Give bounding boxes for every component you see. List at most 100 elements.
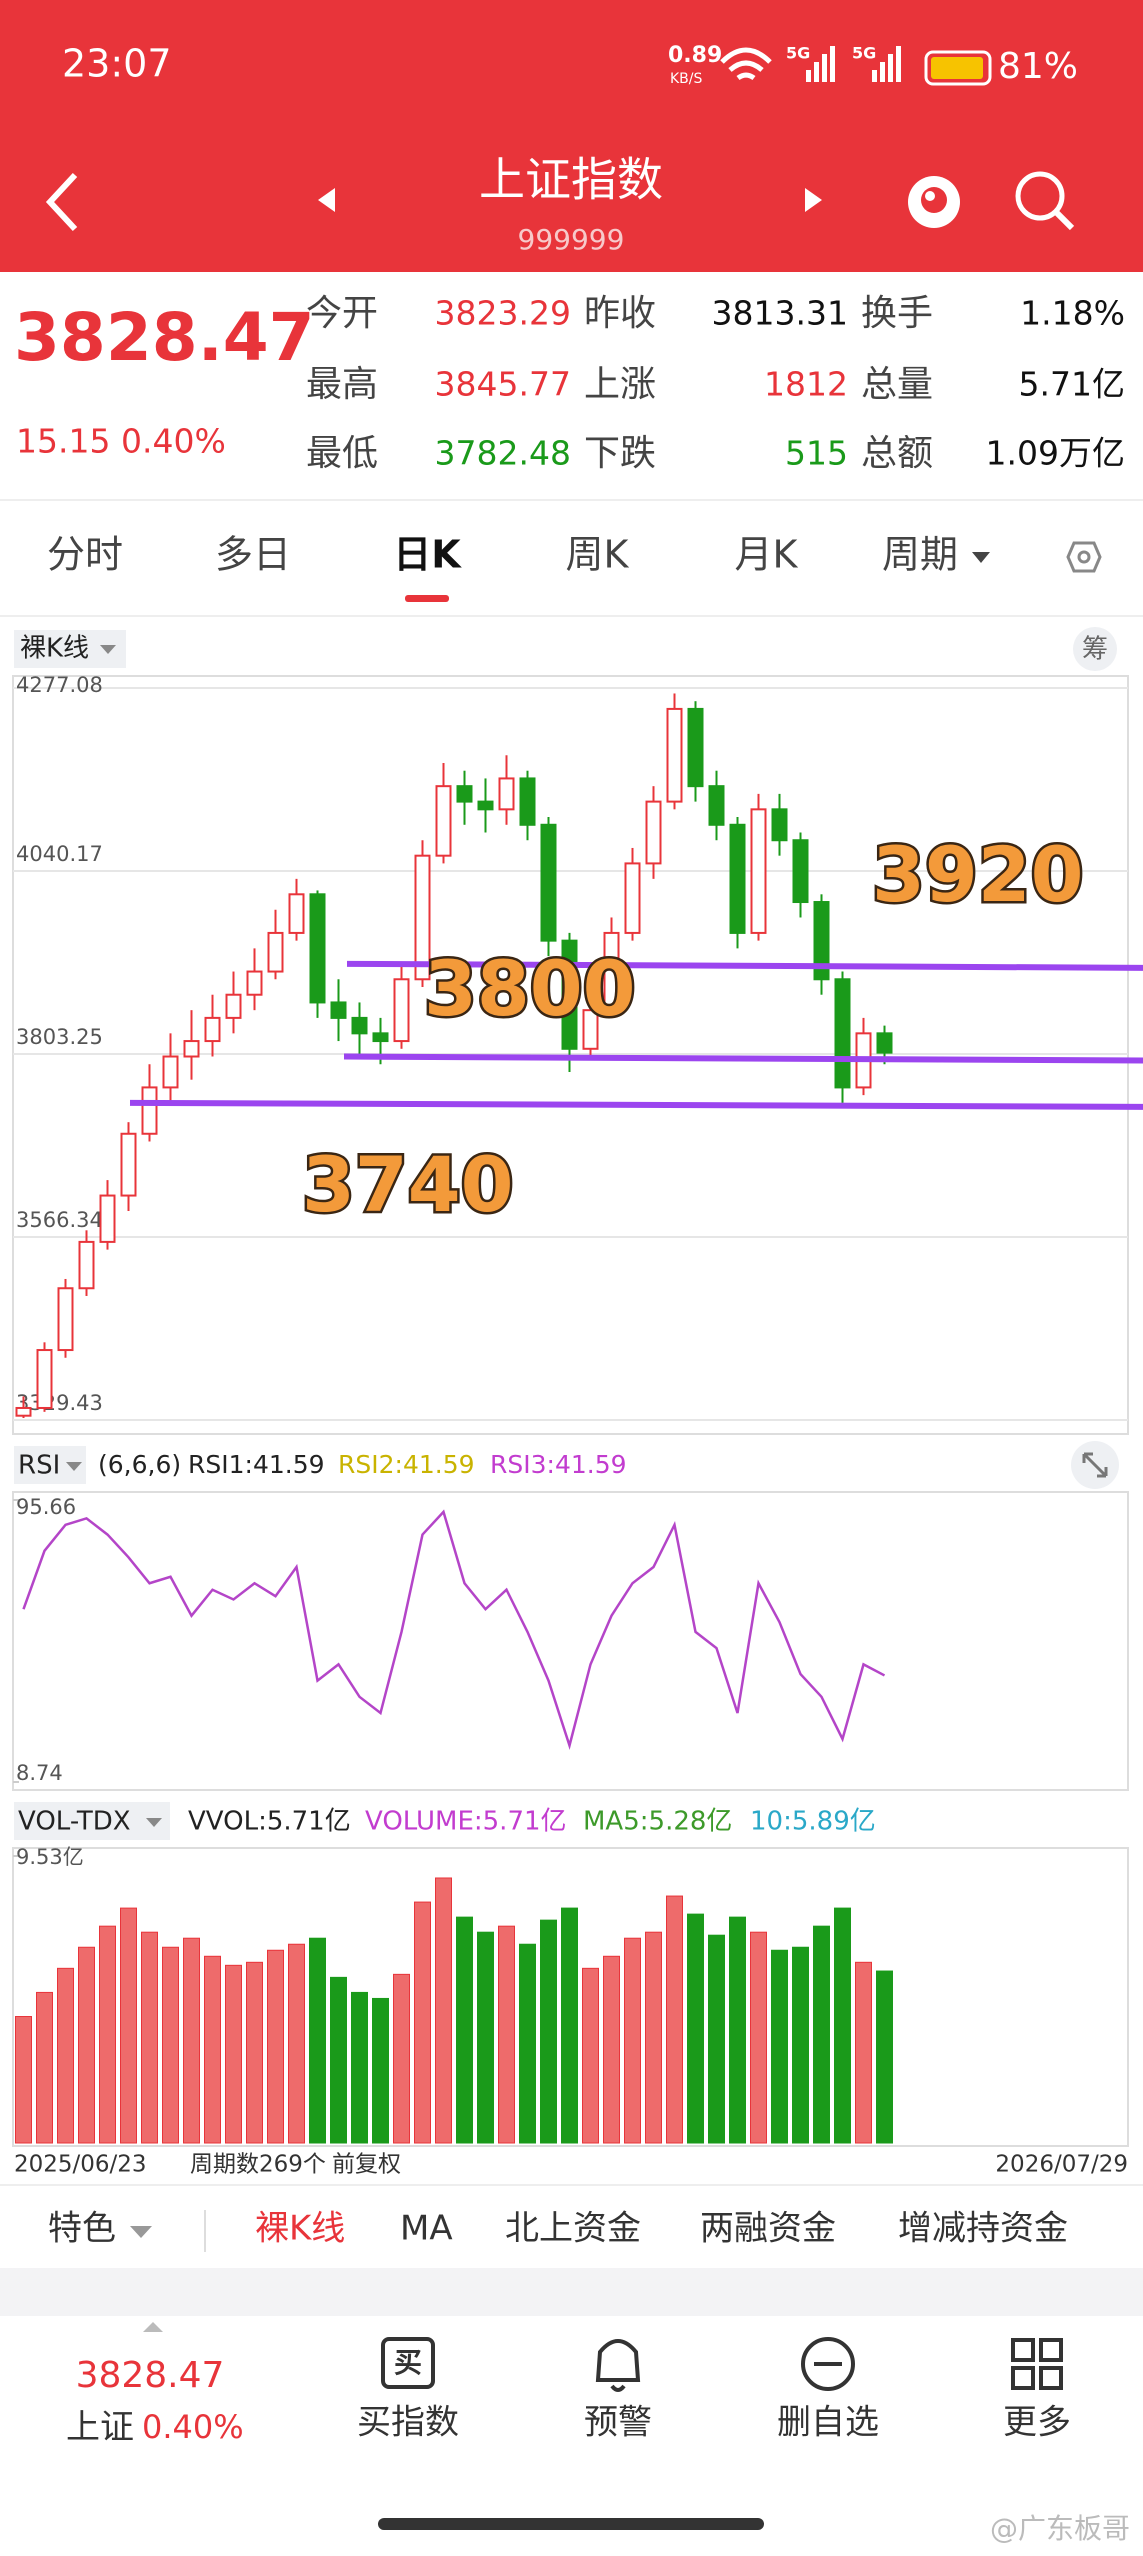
period-tab[interactable]: 月K	[735, 533, 799, 577]
volume-bar	[855, 1961, 872, 2144]
legend-entry: MA5:5.28亿	[583, 1807, 732, 1837]
action-label[interactable]: 删自选	[777, 2403, 879, 2443]
volume-bar	[477, 1931, 494, 2144]
kline-selector[interactable]: 裸K线	[20, 634, 89, 664]
candle-body	[792, 839, 809, 904]
candle-body	[57, 1287, 74, 1352]
indicator-tab[interactable]: 特色	[48, 2209, 116, 2249]
indicator-tab[interactable]: 裸K线	[255, 2209, 345, 2249]
level-annotation: 3800	[424, 944, 636, 1033]
volume-bar	[225, 1964, 242, 2144]
dropdown-arrow	[66, 1462, 82, 1471]
x-end: 2026/07/29	[995, 2152, 1128, 2178]
candle-body	[876, 1032, 893, 1054]
prev-button[interactable]	[318, 188, 335, 212]
alert-icon[interactable]	[595, 2339, 641, 2392]
field-value: 1.18%	[1020, 294, 1125, 333]
expand-button[interactable]	[1071, 1441, 1119, 1489]
more-icon[interactable]	[1011, 2338, 1063, 2390]
candle-body	[603, 931, 620, 1012]
period-tab[interactable]: 多日	[215, 533, 291, 577]
signal2	[872, 46, 901, 82]
field-label: 换手	[861, 293, 933, 334]
legend-entry: RSI3:41.59	[490, 1450, 627, 1479]
candle-body	[36, 1349, 53, 1409]
selector-box[interactable]	[14, 1802, 170, 1840]
chip-button[interactable]: 筹	[1082, 635, 1108, 665]
period-tab[interactable]: 周K	[566, 533, 630, 577]
volume-bar	[330, 1976, 347, 2144]
quote-change: 15.15 0.40%	[16, 422, 226, 461]
remove-icon[interactable]	[801, 2337, 855, 2391]
candle-body	[309, 893, 326, 1004]
battery-level	[931, 57, 983, 79]
volume-bar	[15, 2016, 32, 2144]
field-value: 3823.29	[435, 294, 571, 333]
legend-entry: RSI1:41.59	[188, 1450, 325, 1479]
rsi-frame	[12, 1491, 1129, 1791]
battery	[924, 50, 992, 86]
candle-body	[498, 777, 515, 811]
vol-selector[interactable]: VOL-TDX	[18, 1807, 131, 1837]
candle-body	[771, 808, 788, 842]
candle-body	[477, 800, 494, 811]
level-line	[346, 960, 1143, 971]
candle-body	[288, 893, 305, 934]
search-button[interactable]	[1015, 171, 1075, 231]
rsi-selector[interactable]: RSI	[18, 1451, 60, 1481]
quote-price: 3828.47	[14, 299, 315, 376]
mascot-button[interactable]	[908, 176, 960, 228]
volume-bar	[183, 1937, 200, 2144]
indicator-tab[interactable]: 北上资金	[505, 2209, 641, 2249]
page-code: 999999	[518, 223, 625, 256]
action-label[interactable]: 买指数	[357, 2403, 459, 2443]
volume-bar	[624, 1937, 641, 2144]
y-tick-label: 8.74	[16, 1761, 63, 1785]
period-tab[interactable]: 分时	[47, 533, 123, 577]
candle-body	[372, 1032, 389, 1043]
candle-body	[813, 901, 830, 981]
volume-bar	[813, 1925, 830, 2144]
next-button[interactable]	[805, 188, 822, 212]
action-label[interactable]: 预警	[584, 2403, 652, 2443]
legend-entry: 10:5.89亿	[750, 1807, 876, 1837]
watermark: @广东板哥	[990, 2512, 1130, 2545]
settings-button[interactable]	[1066, 541, 1102, 573]
back-button[interactable]	[45, 172, 78, 232]
volume-bar	[267, 1949, 284, 2144]
level-line	[129, 1099, 1143, 1110]
period-tab[interactable]: 周期	[882, 533, 958, 577]
field-value: 3813.31	[712, 294, 848, 333]
volume-bar	[246, 1961, 263, 2144]
bottom-pct: 0.40%	[142, 2408, 244, 2446]
y-tick-label: 9.53亿	[16, 1845, 84, 1869]
period-tabs: 分时 多日 日K 周K 月K 周期	[47, 533, 990, 602]
candle-body	[162, 1055, 179, 1089]
dropdown-arrow	[130, 2226, 152, 2238]
buy-icon-text: 买	[394, 2346, 422, 2379]
volume-bar	[351, 1991, 368, 2144]
volume-bar	[645, 1931, 662, 2144]
volume-bar	[372, 1997, 389, 2144]
indicator-tab[interactable]: 两融资金	[700, 2209, 836, 2249]
bottom-name: 上证	[66, 2408, 134, 2448]
field-value: 5.71亿	[1019, 365, 1125, 404]
candle-body	[540, 823, 557, 942]
candle-body	[183, 1040, 200, 1058]
volume-bar	[141, 1931, 158, 2144]
level-annotation: 3920	[872, 830, 1084, 919]
candle-body	[351, 1016, 368, 1035]
buy-icon[interactable]: 买	[381, 2337, 435, 2389]
volume-bar	[393, 1973, 410, 2144]
indicator-tab[interactable]: 增减持资金	[898, 2209, 1068, 2249]
sim2: 5G	[852, 44, 876, 63]
field-label: 上涨	[584, 364, 656, 405]
field-label: 下跌	[584, 433, 656, 474]
indicator-tab[interactable]: MA	[400, 2209, 453, 2249]
field-label: 总量	[861, 364, 933, 405]
candle-body	[666, 707, 683, 803]
candle-body	[99, 1194, 116, 1243]
action-label[interactable]: 更多	[1003, 2403, 1071, 2443]
net-unit: KB/S	[670, 71, 703, 87]
period-tab[interactable]: 日K	[393, 533, 462, 577]
